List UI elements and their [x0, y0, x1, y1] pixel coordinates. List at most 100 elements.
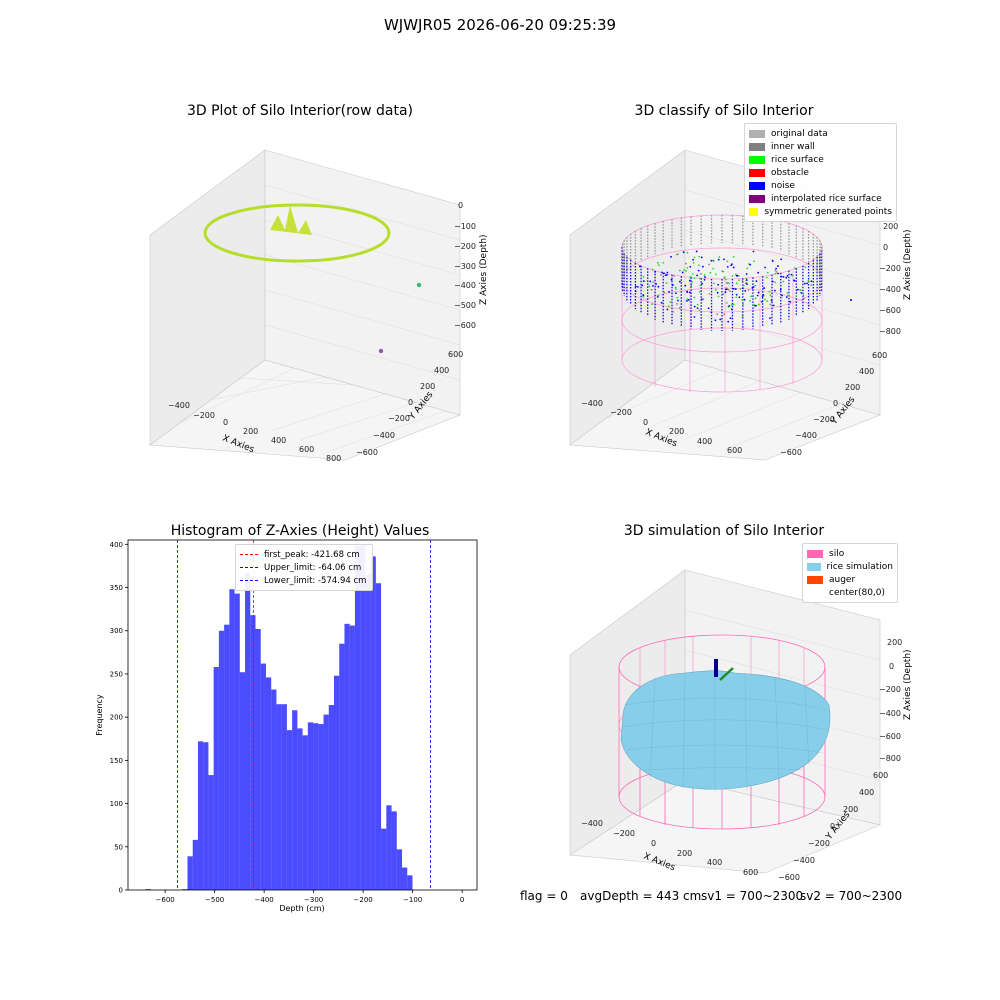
histogram-xtick-label: −400 — [255, 896, 274, 904]
classify-legend-swatch — [749, 155, 765, 164]
classify-point — [728, 282, 730, 285]
classify-legend-swatch — [749, 194, 765, 203]
classify-point — [765, 276, 768, 279]
classify-point — [690, 285, 693, 287]
raw-ztick: −400 — [454, 281, 476, 290]
histogram-legend-label: first_peak: -421.68 cm — [264, 549, 360, 560]
classify-point — [741, 298, 744, 301]
classify-point — [741, 287, 744, 290]
classify-point — [746, 283, 748, 286]
classify-pane-floor — [569, 359, 881, 461]
classify-point — [713, 282, 715, 285]
histogram-bar — [213, 667, 219, 890]
classify-point — [642, 295, 645, 298]
raw-ztick: −100 — [454, 222, 476, 231]
classify-point — [687, 299, 690, 301]
classify-legend-item: inner wall — [749, 140, 892, 153]
simulation-legend-item: silo — [807, 547, 893, 560]
classify-point — [735, 293, 738, 296]
classify-point — [677, 253, 679, 256]
classify-ztick: −800 — [879, 327, 901, 336]
histogram-xtick-label: −300 — [304, 896, 323, 904]
raw-ytick: −200 — [388, 414, 410, 423]
histogram-legend-line — [240, 580, 258, 581]
classify-point — [728, 305, 731, 307]
classify-point — [663, 291, 666, 294]
classify-point — [649, 280, 652, 283]
classify-legend-label: noise — [771, 180, 795, 191]
classify-point — [651, 268, 654, 271]
classify-point — [634, 285, 637, 288]
classify-legend-item: obstacle — [749, 166, 892, 179]
classify-legend-item: interpolated rice surface — [749, 192, 892, 205]
classify-point — [768, 290, 771, 293]
classify-point — [657, 294, 660, 297]
classify-point — [685, 262, 687, 265]
raw-ytick: 200 — [420, 382, 435, 391]
classify-point — [742, 284, 745, 287]
simulation-ytick: 200 — [843, 805, 858, 814]
classify-point — [648, 285, 651, 288]
histogram-bar — [381, 828, 387, 890]
classify-point — [683, 269, 686, 271]
raw-ytick: 0 — [408, 398, 413, 407]
classify-point — [673, 275, 675, 277]
classify-point — [741, 279, 744, 282]
histogram-bar — [250, 615, 256, 890]
classify-point — [729, 290, 731, 293]
histogram-bar — [218, 630, 225, 890]
histogram-title: Histogram of Z-Axies (Height) Values — [170, 523, 430, 539]
classify-point — [716, 291, 719, 294]
classify-point — [708, 292, 711, 295]
raw-ytick: −600 — [356, 448, 378, 457]
classify-point — [766, 300, 769, 303]
classify-point — [642, 276, 645, 278]
classify-xtick: 400 — [697, 437, 712, 446]
classify-point — [752, 250, 755, 253]
raw-pane-floor — [149, 359, 461, 461]
histogram-bar — [255, 629, 261, 890]
classify-point — [652, 284, 654, 287]
classify-plot-title: 3D classify of Silo Interior — [634, 103, 814, 119]
classify-point — [686, 291, 689, 294]
classify-point — [718, 256, 721, 258]
classify-point — [693, 277, 696, 280]
classify-point — [660, 301, 663, 304]
histogram-bar — [360, 545, 366, 890]
classify-ytick: 600 — [872, 351, 887, 360]
simulation-plot-title: 3D simulation of Silo Interior — [623, 523, 825, 539]
histogram-ytick-label: 250 — [110, 670, 123, 678]
histogram-chart: −600 −500 −400 −300 −200 −100 0 0 50 100 150 200 25… — [95, 539, 478, 913]
simulation-legend-item: auger — [807, 573, 893, 586]
classify-point — [773, 289, 776, 292]
status-sv2: sv2 = 700~2300 — [800, 889, 903, 903]
classify-point — [734, 273, 737, 276]
classify-point — [764, 298, 766, 301]
classify-point — [665, 282, 668, 284]
histogram-bar — [354, 546, 361, 890]
classify-point — [745, 279, 748, 281]
raw-ztick: −300 — [454, 262, 476, 271]
classify-point — [726, 266, 729, 268]
classify-point — [774, 272, 777, 275]
classify-point — [663, 272, 665, 275]
classify-point — [656, 295, 659, 298]
histogram-xtick-label: −500 — [205, 896, 224, 904]
classify-point — [686, 251, 689, 254]
classify-point — [743, 298, 746, 301]
classify-point — [807, 279, 810, 282]
histogram-bar — [365, 574, 371, 890]
classify-point — [725, 287, 728, 290]
classify-point — [707, 307, 710, 310]
classify-point — [789, 300, 792, 303]
classify-point — [730, 308, 733, 311]
classify-point — [757, 291, 760, 294]
histogram-bar — [328, 705, 334, 890]
simulation-ztick: 0 — [889, 662, 894, 671]
classify-point — [674, 286, 677, 289]
classify-point — [699, 284, 702, 287]
classify-point — [693, 296, 696, 299]
raw-ztick: −200 — [454, 242, 476, 251]
simulation-ytick: 600 — [873, 771, 888, 780]
classify-point — [678, 280, 681, 283]
